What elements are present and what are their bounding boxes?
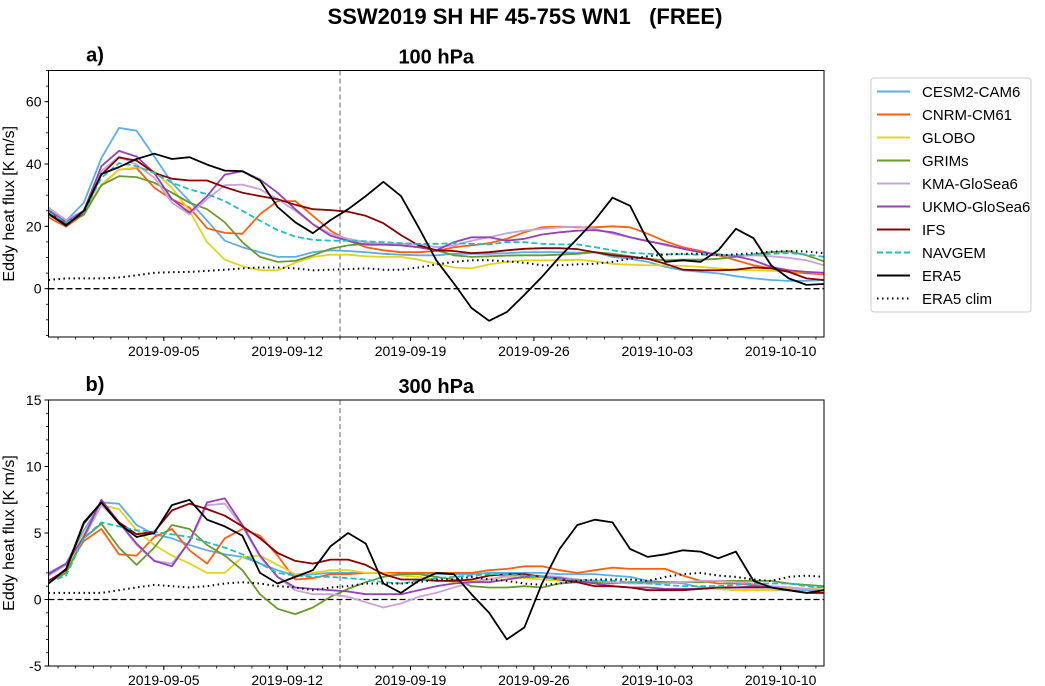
legend-label: NAVGEM bbox=[922, 245, 986, 262]
x-tick-label: 2019-10-10 bbox=[745, 672, 817, 686]
y-tick-label: 60 bbox=[26, 94, 42, 110]
panel-title: 300 hPa bbox=[398, 376, 474, 398]
panel-b: -5 0 5 10 15 2019-09-05 2019-09-12 2019-09-19 20… bbox=[1, 374, 825, 686]
legend-label: CNRM-CM61 bbox=[922, 107, 1012, 124]
series-line-cesm2-cam6 bbox=[48, 127, 824, 282]
panel-label: a) bbox=[86, 45, 104, 67]
series-line-era5 bbox=[48, 498, 824, 641]
y-tick-label: -5 bbox=[29, 658, 42, 674]
panel-a: 0 20 40 60 2019-09-05 2019-09-12 2019-09-19 201… bbox=[1, 45, 825, 359]
x-tick-label: 2019-09-12 bbox=[251, 672, 323, 686]
y-tick-label: 10 bbox=[26, 459, 42, 475]
x-tick-label: 2019-10-03 bbox=[621, 343, 693, 359]
y-tick-label: 0 bbox=[34, 281, 42, 297]
legend-label: ERA5 clim bbox=[922, 291, 992, 308]
y-axis-label: Eddy heat flux [K m/s] bbox=[1, 126, 18, 282]
y-tick-label: 20 bbox=[26, 218, 42, 234]
legend-label: UKMO-GloSea6 bbox=[922, 199, 1030, 216]
series-line-era5-clim bbox=[48, 571, 824, 594]
x-tick-label: 2019-09-05 bbox=[128, 672, 200, 686]
series-line-navgem bbox=[48, 162, 824, 258]
y-axis-label: Eddy heat flux [K m/s] bbox=[1, 455, 18, 611]
x-tick-label: 2019-09-05 bbox=[128, 343, 200, 359]
legend-label: CESM2-CAM6 bbox=[922, 84, 1020, 101]
legend-label: ERA5 bbox=[922, 268, 961, 285]
x-tick-label: 2019-09-19 bbox=[375, 672, 447, 686]
legend-label: GLOBO bbox=[922, 130, 975, 147]
x-tick-label: 2019-09-26 bbox=[498, 343, 570, 359]
series-line-era5 bbox=[48, 152, 824, 322]
x-tick-label: 2019-10-10 bbox=[745, 343, 817, 359]
axes-frame bbox=[48, 70, 825, 338]
panel-label: b) bbox=[86, 374, 105, 396]
series-line-ifs bbox=[48, 156, 824, 281]
panel-title: 100 hPa bbox=[398, 47, 474, 69]
legend: CESM2-CAM6 CNRM-CM61 GLOBO GRIMs KMA-GloSea6… bbox=[870, 77, 1032, 313]
y-tick-label: 15 bbox=[26, 392, 42, 408]
series-line-ifs bbox=[48, 501, 824, 594]
legend-label: GRIMs bbox=[922, 153, 969, 170]
y-tick-label: 5 bbox=[34, 525, 42, 541]
legend-box bbox=[870, 77, 1032, 313]
x-tick-label: 2019-09-12 bbox=[251, 343, 323, 359]
figure-title: SSW2019 SH HF 45-75S WN1 (FREE) bbox=[328, 4, 723, 29]
x-tick-label: 2019-10-03 bbox=[621, 672, 693, 686]
y-tick-label: 0 bbox=[34, 592, 42, 608]
x-tick-label: 2019-09-19 bbox=[375, 343, 447, 359]
series-line-navgem bbox=[48, 521, 824, 589]
x-tick-label: 2019-09-26 bbox=[498, 672, 570, 686]
legend-label: IFS bbox=[922, 222, 945, 239]
legend-label: KMA-GloSea6 bbox=[922, 176, 1018, 193]
y-tick-label: 40 bbox=[26, 156, 42, 172]
axes-frame bbox=[48, 399, 825, 667]
